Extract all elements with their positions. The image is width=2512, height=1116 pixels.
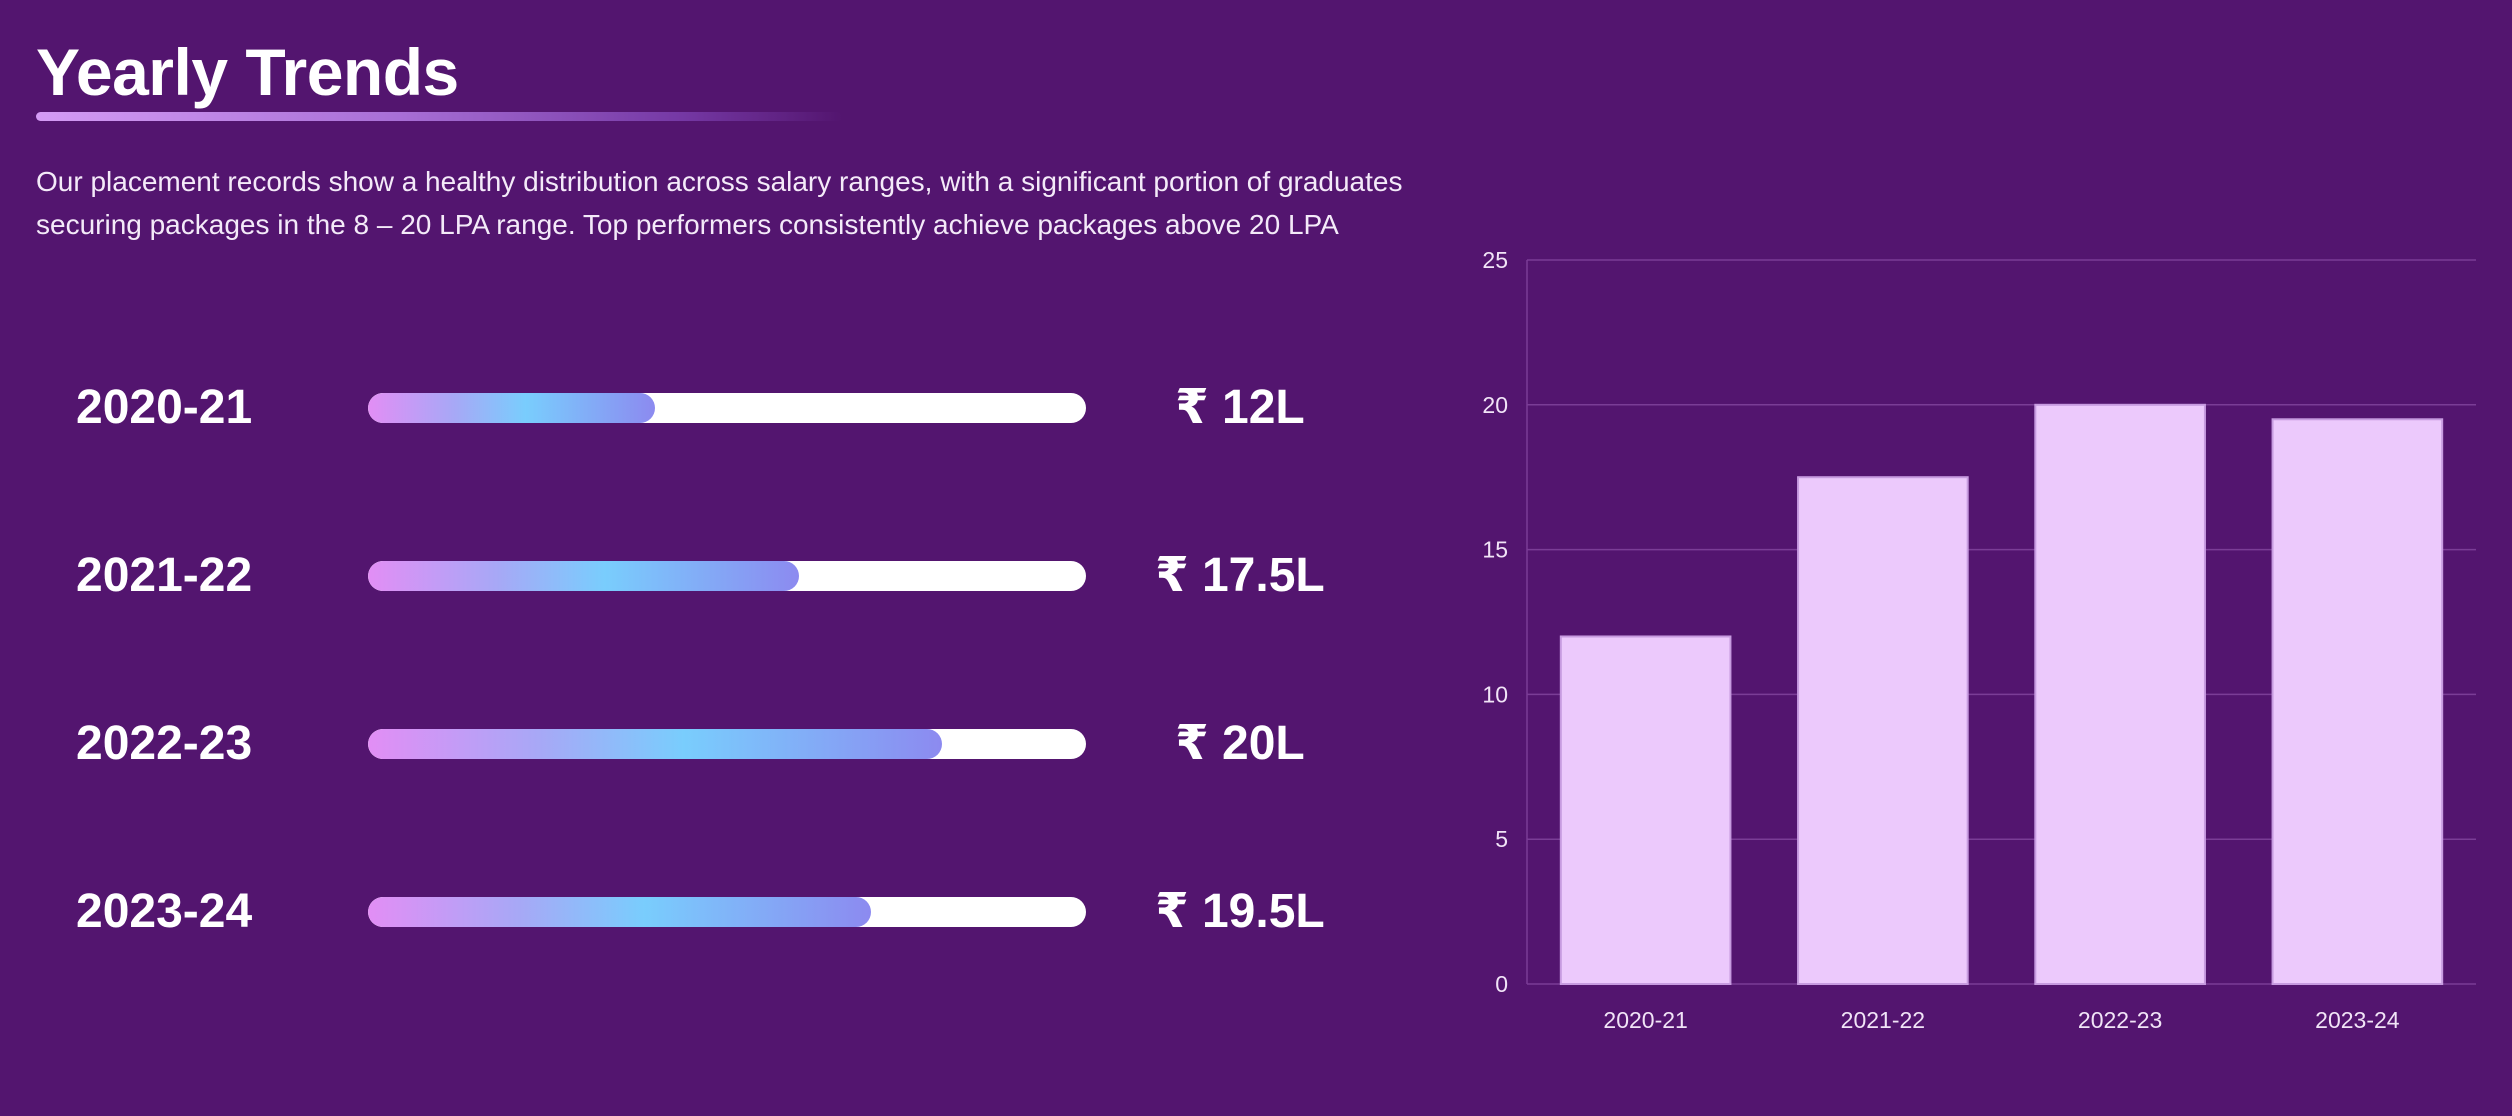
progress-track [368, 729, 1086, 759]
progress-value-label: ₹ 17.5L [1155, 549, 1325, 602]
progress-value-label: ₹ 12L [1175, 381, 1305, 434]
progress-row: 2023-24 ₹ 19.5L [0, 872, 1400, 952]
x-tick-label: 2020-21 [1603, 1007, 1687, 1033]
chart-bar [1559, 635, 1732, 985]
progress-track [368, 561, 1086, 591]
y-tick-label: 15 [1482, 537, 1508, 563]
progress-track [368, 897, 1086, 927]
page-title: Yearly Trends [36, 35, 459, 109]
progress-row: 2021-22 ₹ 17.5L [0, 536, 1400, 616]
progress-fill [368, 393, 656, 423]
progress-year-label: 2023-24 [76, 885, 253, 938]
x-tick-label: 2021-22 [1841, 1007, 1925, 1033]
progress-year-label: 2020-21 [76, 381, 253, 434]
x-tick-label: 2022-23 [2078, 1007, 2162, 1033]
progress-fill [368, 729, 943, 759]
section-description: Our placement records show a healthy dis… [36, 166, 1403, 240]
progress-year-label: 2022-23 [76, 717, 253, 770]
progress-track [368, 393, 1086, 423]
y-tick-label: 5 [1495, 826, 1508, 852]
title-underline [36, 112, 842, 121]
progress-fill [368, 897, 871, 927]
progress-row: 2022-23 ₹ 20L [0, 704, 1400, 784]
y-tick-label: 0 [1495, 971, 1508, 997]
y-tick-label: 25 [1482, 247, 1508, 273]
progress-value-label: ₹ 20L [1175, 717, 1305, 770]
progress-year-label: 2021-22 [76, 549, 253, 602]
chart-bar [1797, 476, 1969, 985]
progress-fill [368, 561, 799, 591]
chart-bar [2034, 403, 2206, 985]
y-tick-label: 20 [1482, 392, 1508, 418]
chart-bar [2271, 418, 2444, 985]
x-tick-label: 2023-24 [2315, 1007, 2400, 1033]
y-tick-label: 10 [1482, 681, 1508, 707]
progress-value-label: ₹ 19.5L [1155, 885, 1325, 938]
progress-row: 2020-21 ₹ 12L [0, 368, 1400, 448]
